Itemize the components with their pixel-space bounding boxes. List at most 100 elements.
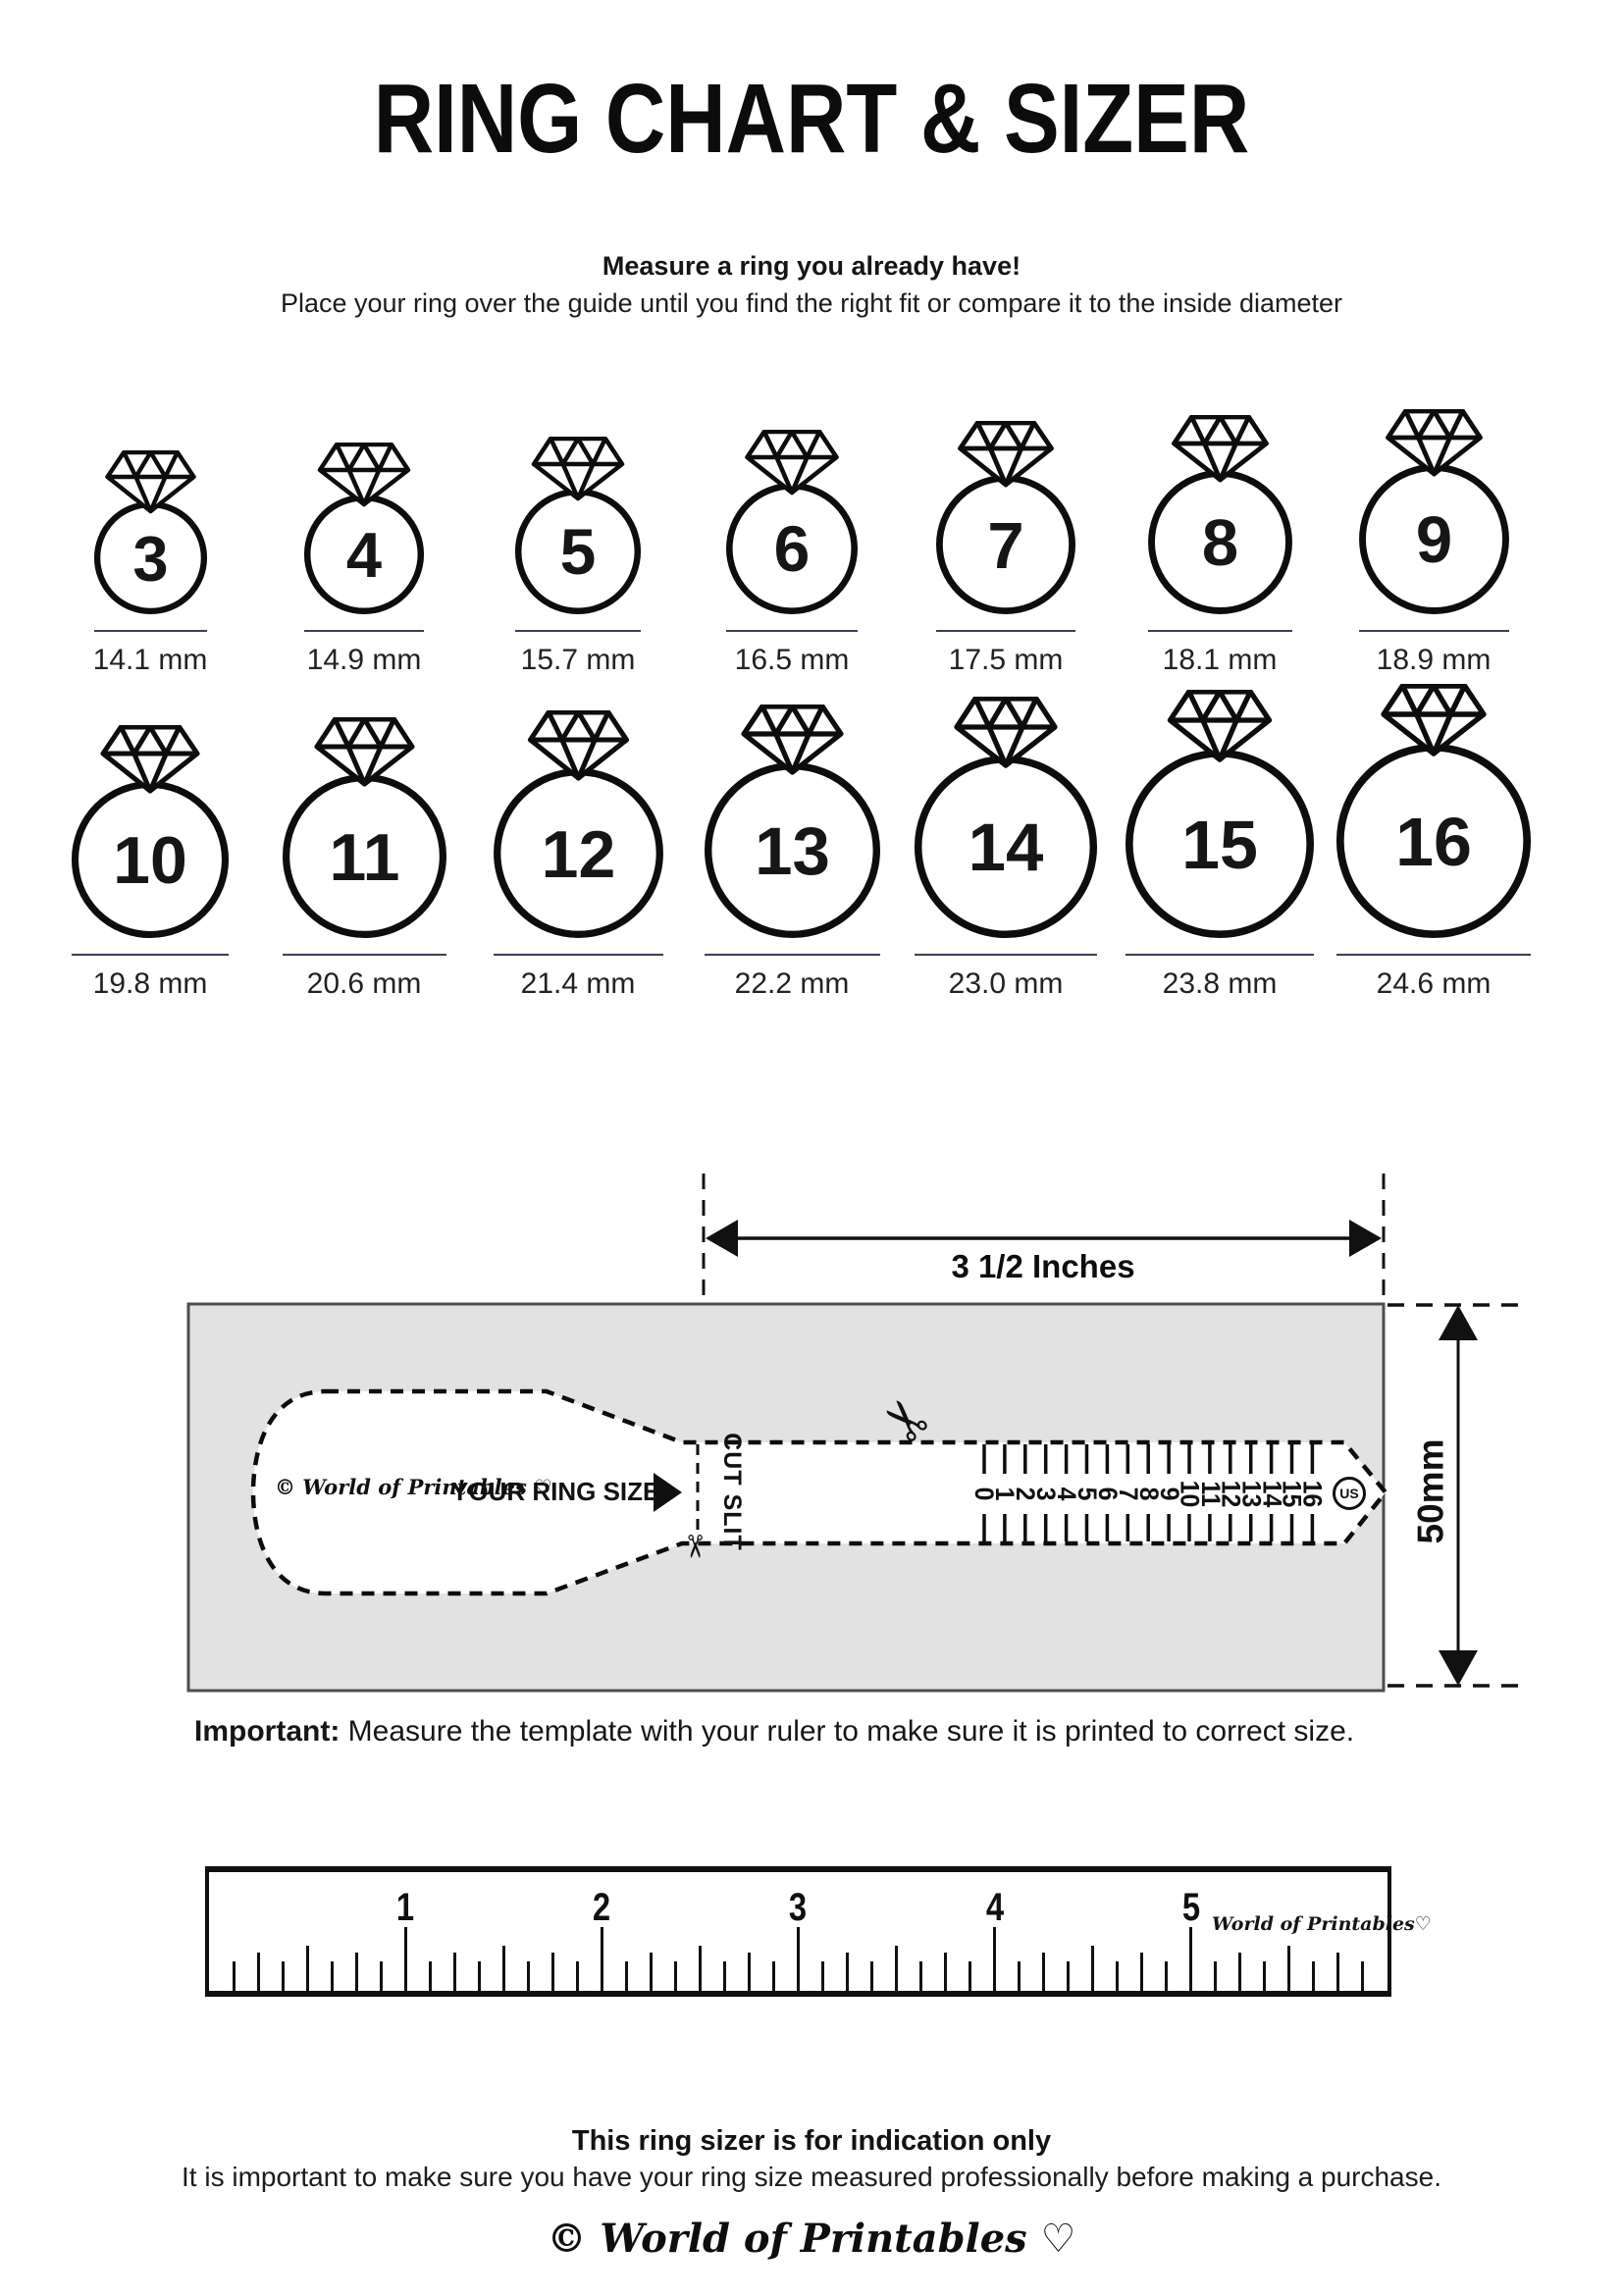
- ruler-tick: [1140, 1953, 1144, 1991]
- ring-size-underline: [936, 630, 1075, 632]
- ring-size-number: 8: [1201, 506, 1237, 580]
- ring-size-number: 4: [346, 519, 382, 591]
- ring-cell: 4: [257, 216, 471, 618]
- ring-cell: 16: [1327, 540, 1541, 942]
- ring-size-label: 16.5 mm: [734, 644, 850, 676]
- scale-ticks: [982, 1444, 1315, 1541]
- footer-text-line: It is important to make sure you have yo…: [182, 2162, 1441, 2192]
- ruler-tick: [1091, 1946, 1095, 1991]
- ring-icon: 16: [1335, 684, 1532, 939]
- ruler-number: 3: [788, 1886, 808, 1929]
- ring-icon: 4: [303, 443, 425, 615]
- ruler-tick: [428, 1961, 432, 1991]
- ring-size-underline: [1336, 954, 1531, 956]
- ring-size-number: 13: [755, 813, 830, 889]
- ring-icon: 13: [704, 704, 880, 939]
- ring-size-label: 14.1 mm: [92, 644, 208, 676]
- ruler-tick: [673, 1961, 677, 1991]
- important-label: Important:: [194, 1715, 340, 1748]
- ring-size-underline: [282, 954, 446, 956]
- ring-size-label: 17.5 mm: [948, 644, 1064, 676]
- ruler-tick: [1361, 1961, 1365, 1991]
- ring-size-number: 5: [560, 515, 597, 588]
- ruler-tick: [1042, 1953, 1046, 1991]
- ring-icon: 14: [914, 697, 1098, 939]
- ring-icon: 7: [936, 421, 1075, 614]
- ruler-tick: [477, 1961, 481, 1991]
- ruler: World of Printables♡ 1 2 3 4 5: [205, 1866, 1432, 1997]
- ruler-tick: [1165, 1961, 1169, 1991]
- ruler-tick: [895, 1946, 899, 1991]
- ring-cell: 13: [685, 540, 899, 942]
- ring-size-underline: [1358, 630, 1509, 632]
- height-arrowhead-bottom: [1439, 1650, 1478, 1686]
- ruler-tick: [993, 1927, 997, 1991]
- worldofprintables-paddle-logo: © World of Printables ♡: [275, 1475, 552, 1499]
- ruler-tick: [256, 1953, 260, 1991]
- ruler-tick: [600, 1927, 603, 1991]
- ring-cell: 11: [257, 540, 471, 942]
- ruler-tick: [1312, 1961, 1316, 1991]
- ruler-tick: [501, 1946, 505, 1991]
- ring-size-label: 20.6 mm: [306, 967, 422, 1000]
- ring-icon: 15: [1126, 690, 1314, 938]
- ring-size-number: 11: [329, 820, 399, 895]
- ring-size-label: 14.9 mm: [306, 644, 422, 676]
- ruler-tick: [1067, 1961, 1071, 1991]
- ring-icon: 10: [71, 725, 230, 939]
- footer-bold-line: This ring sizer is for indication only: [571, 2125, 1052, 2157]
- sizer-outline: [250, 1388, 1388, 1596]
- ring-size-number: 7: [987, 509, 1023, 583]
- ring-size-number: 14: [969, 809, 1044, 885]
- ruler-number: 4: [985, 1886, 1005, 1929]
- ring-size-label: 18.9 mm: [1376, 644, 1492, 676]
- ruler-tick: [1116, 1961, 1120, 1991]
- width-arrowhead-right: [1349, 1220, 1382, 1257]
- ruler-inner: World of Printables♡ 1 2 3 4 5: [209, 1872, 1432, 1991]
- sizer-scale-number: 16: [1292, 1473, 1332, 1514]
- ruler-tick: [379, 1961, 383, 1991]
- ring-row-1: 3 4 5 6 7 8 9: [43, 216, 1580, 618]
- ring-size-label: 15.7 mm: [520, 644, 636, 676]
- height-dimension-label: 50mm: [1389, 1439, 1472, 1544]
- worldofprintables-footer-logo: © World of Printables ♡: [547, 2216, 1076, 2262]
- ring-cell: 9: [1327, 216, 1541, 618]
- ring-size-label: 21.4 mm: [520, 967, 636, 1000]
- ring-size-number: 9: [1415, 503, 1451, 577]
- important-text: Measure the template with your ruler to …: [340, 1715, 1355, 1748]
- ring-size-underline: [72, 954, 229, 956]
- ring-size-underline: [915, 954, 1097, 956]
- arrow-right-icon: [654, 1473, 682, 1512]
- ring-cell: 5: [471, 216, 685, 618]
- ruler-tick: [722, 1961, 726, 1991]
- ring-size-label: 23.8 mm: [1162, 967, 1278, 1000]
- ring-cell: 10: [43, 540, 257, 942]
- ruler-tick: [575, 1961, 579, 1991]
- ruler-tick: [1263, 1961, 1267, 1991]
- page-title: RING CHART & SIZER: [373, 64, 1250, 174]
- ring-size-underline: [726, 630, 858, 632]
- ring-cell: 15: [1113, 540, 1327, 942]
- ring-row-2: 10 11 12 13 14 15 16: [43, 540, 1580, 942]
- ring-size-underline: [1147, 630, 1292, 632]
- ruler-tick: [698, 1946, 702, 1991]
- width-arrowhead-left: [706, 1220, 738, 1257]
- cut-slit-label: CUT SLIT: [690, 1433, 772, 1551]
- ring-cell: 12: [471, 540, 685, 942]
- ruler-number: 2: [592, 1886, 611, 1929]
- ring-size-underline: [1126, 954, 1314, 956]
- ruler-tick: [403, 1927, 407, 1991]
- ring-size-underline: [704, 954, 880, 956]
- ring-icon: 12: [493, 710, 663, 938]
- ruler-tick: [1336, 1953, 1340, 1991]
- ruler-tick: [550, 1953, 554, 1991]
- us-size-badge: US: [1333, 1477, 1366, 1510]
- ring-size-label: 18.1 mm: [1162, 644, 1278, 676]
- ring-icon: 3: [93, 450, 207, 615]
- ruler-tick: [1287, 1946, 1291, 1991]
- ruler-tick: [1189, 1927, 1193, 1991]
- ring-size-underline: [304, 630, 424, 632]
- ruler-number: 5: [1181, 1886, 1201, 1929]
- ruler-tick: [1214, 1961, 1218, 1991]
- ruler-tick: [821, 1961, 824, 1991]
